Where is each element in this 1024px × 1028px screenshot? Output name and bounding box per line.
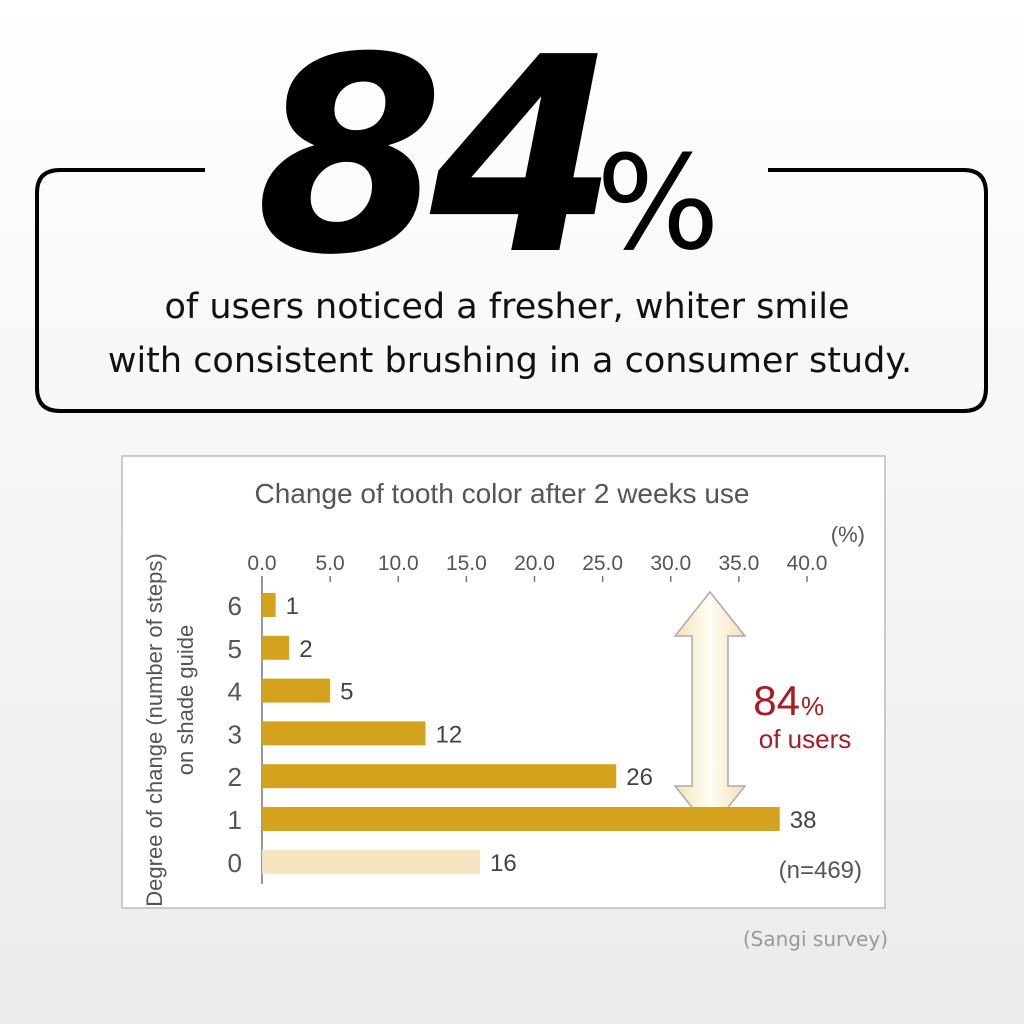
- data-label: 5: [340, 679, 353, 706]
- headline-unit: %: [596, 127, 720, 279]
- y-tick-label: 2: [228, 762, 242, 792]
- y-axis-label: Degree of change (number of steps): [142, 553, 167, 906]
- x-unit: (%): [831, 522, 865, 547]
- annotation-number: 84: [753, 677, 800, 724]
- x-tick-label: 10.0: [378, 552, 419, 575]
- chart-panel: [121, 455, 886, 909]
- bar: [262, 849, 480, 874]
- annotation-unit: %: [801, 691, 824, 721]
- plot: 0.0 5.0 10.0 15.0 20.0 25.0 30.0 35.0 40.0 6 1 5 2 4 5…: [228, 552, 828, 884]
- y-tick-label: 6: [228, 591, 242, 621]
- bar: [262, 807, 780, 831]
- y-tick-label: 5: [228, 634, 242, 664]
- bar: [262, 721, 426, 746]
- x-tick-label: 0.0: [247, 552, 276, 575]
- headline-number: 84: [256, 0, 604, 314]
- y-tick-label: 1: [228, 805, 242, 835]
- bar: [262, 764, 617, 789]
- y-tick-label: 0: [228, 848, 242, 878]
- data-label: 38: [790, 807, 817, 834]
- x-tick-label: 30.0: [650, 552, 691, 575]
- x-tick-label: 15.0: [446, 552, 487, 575]
- bar: [262, 593, 276, 617]
- annotation-text: of users: [759, 724, 852, 754]
- bar: [262, 678, 331, 703]
- data-label: 16: [490, 850, 517, 877]
- x-tick-label: 20.0: [514, 552, 555, 575]
- headline-frame: [35, 168, 988, 413]
- headline-text: with consistent brushing in a consumer s…: [108, 341, 912, 381]
- y-axis-label: on shade guide: [173, 625, 198, 775]
- data-label: 2: [299, 636, 312, 663]
- x-tick-label: 40.0: [787, 552, 828, 575]
- x-tick-label: 35.0: [718, 552, 759, 575]
- data-label: 1: [286, 593, 299, 620]
- data-label: 12: [436, 721, 463, 748]
- bar: [262, 635, 290, 660]
- chart-title: Change of tooth color after 2 weeks use: [255, 478, 750, 509]
- data-label: 26: [626, 764, 653, 791]
- y-tick-label: 3: [228, 719, 242, 749]
- sample-note: (n=469): [779, 857, 862, 884]
- y-tick-label: 4: [228, 677, 242, 707]
- source: (Sangi survey): [743, 927, 888, 951]
- headline-text: of users noticed a fresher, whiter smile: [165, 287, 850, 327]
- x-tick-label: 25.0: [582, 552, 623, 575]
- x-tick-label: 5.0: [316, 552, 345, 575]
